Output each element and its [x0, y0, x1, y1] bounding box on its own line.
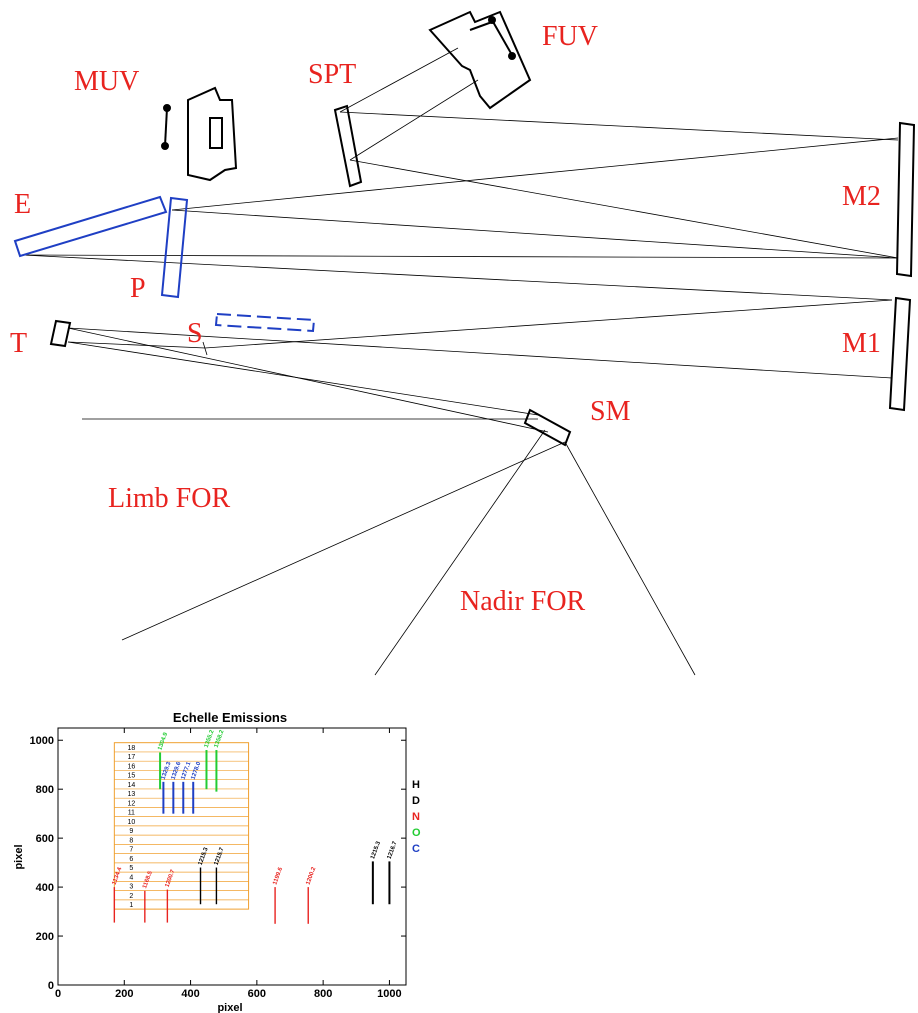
emission-line-label: 1168.5 [142, 870, 154, 890]
emission-line-label: 1215.3 [370, 840, 382, 860]
order-label: 15 [127, 773, 135, 780]
echelle-emissions-chart: Echelle Emissions 1234567891011121314151… [13, 710, 421, 1013]
emission-line-label: 1200.7 [165, 868, 177, 888]
x-tick-label: 1000 [377, 988, 401, 1000]
x-axis-ticks: 0 200 400 600 800 1000 [55, 728, 402, 1000]
order-label: 7 [129, 847, 133, 854]
legend-entry-O: O [412, 827, 421, 839]
order-label: 8 [129, 837, 133, 844]
legend-entry-N: N [412, 811, 420, 823]
y-tick-label: 400 [36, 882, 54, 894]
x-axis-label: pixel [217, 1002, 242, 1013]
x-tick-label: 200 [115, 988, 133, 1000]
y-tick-label: 600 [36, 833, 54, 845]
y-tick-label: 1000 [30, 735, 54, 747]
order-label: 9 [129, 828, 133, 835]
legend-entry-H: H [412, 779, 420, 791]
order-label: 16 [127, 763, 135, 770]
prism [160, 196, 189, 299]
y-tick-label: 0 [48, 980, 54, 992]
x-tick-label: 0 [55, 988, 61, 1000]
label-muv: MUV [74, 66, 139, 97]
legend-entry-C: C [412, 843, 420, 855]
y-axis-ticks: 0 200 400 600 800 1000 [30, 735, 406, 992]
label-fuv: FUV [542, 21, 598, 52]
order-label: 12 [127, 800, 135, 807]
emission-line-label: 1216.7 [387, 840, 399, 860]
x-tick-label: 400 [181, 988, 199, 1000]
label-e: E [14, 189, 31, 220]
mirror-m1 [888, 296, 912, 412]
legend-entry-D: D [412, 795, 420, 807]
emission-line-label: 1304.9 [157, 731, 169, 751]
label-limb-for: Limb FOR [108, 483, 230, 514]
label-t: T [10, 328, 27, 359]
emission-line-label: 1200.2 [305, 866, 317, 886]
order-label: 1 [129, 902, 133, 909]
optical-labels: FUV MUV SPT E M2 P T S M1 SM Limb FOR Na… [10, 21, 881, 617]
emission-line-label: 1134.4 [112, 866, 124, 886]
echelle-grating [13, 195, 168, 258]
mirror-m2 [895, 121, 916, 278]
label-sm: SM [590, 396, 631, 427]
scan-mirror [523, 408, 572, 447]
order-label: 4 [129, 874, 133, 881]
order-label: 2 [129, 893, 133, 900]
order-label: 5 [129, 865, 133, 872]
order-label: 13 [127, 791, 135, 798]
fuv-detector [428, 10, 532, 110]
order-label: 11 [128, 810, 135, 817]
x-tick-label: 800 [314, 988, 332, 1000]
label-m2: M2 [842, 181, 881, 212]
label-p: P [130, 273, 146, 304]
emission-line-label: 1199.6 [272, 866, 284, 886]
muv-detector [161, 86, 238, 182]
plot-frame [57, 727, 407, 986]
telescope-mirror [49, 319, 72, 348]
y-tick-label: 200 [36, 931, 54, 943]
order-label: 14 [127, 782, 135, 789]
optical-ray-paths [22, 47, 899, 676]
order-label: 18 [127, 745, 135, 752]
x-tick-label: 600 [248, 988, 266, 1000]
slit-alt-position [214, 312, 316, 333]
order-label: 10 [127, 819, 135, 826]
order-label: 3 [129, 884, 133, 891]
order-label: 17 [127, 754, 135, 761]
y-axis-label: pixel [13, 844, 25, 869]
order-label: 6 [129, 856, 133, 863]
label-nadir-for: Nadir FOR [460, 586, 586, 617]
y-tick-label: 800 [36, 784, 54, 796]
label-m1: M1 [842, 328, 881, 359]
chart-title: Echelle Emissions [173, 710, 287, 725]
spectrometer-mirror [333, 104, 363, 188]
label-spt: SPT [308, 59, 356, 90]
optical-components [13, 10, 916, 447]
label-s: S [187, 318, 203, 349]
